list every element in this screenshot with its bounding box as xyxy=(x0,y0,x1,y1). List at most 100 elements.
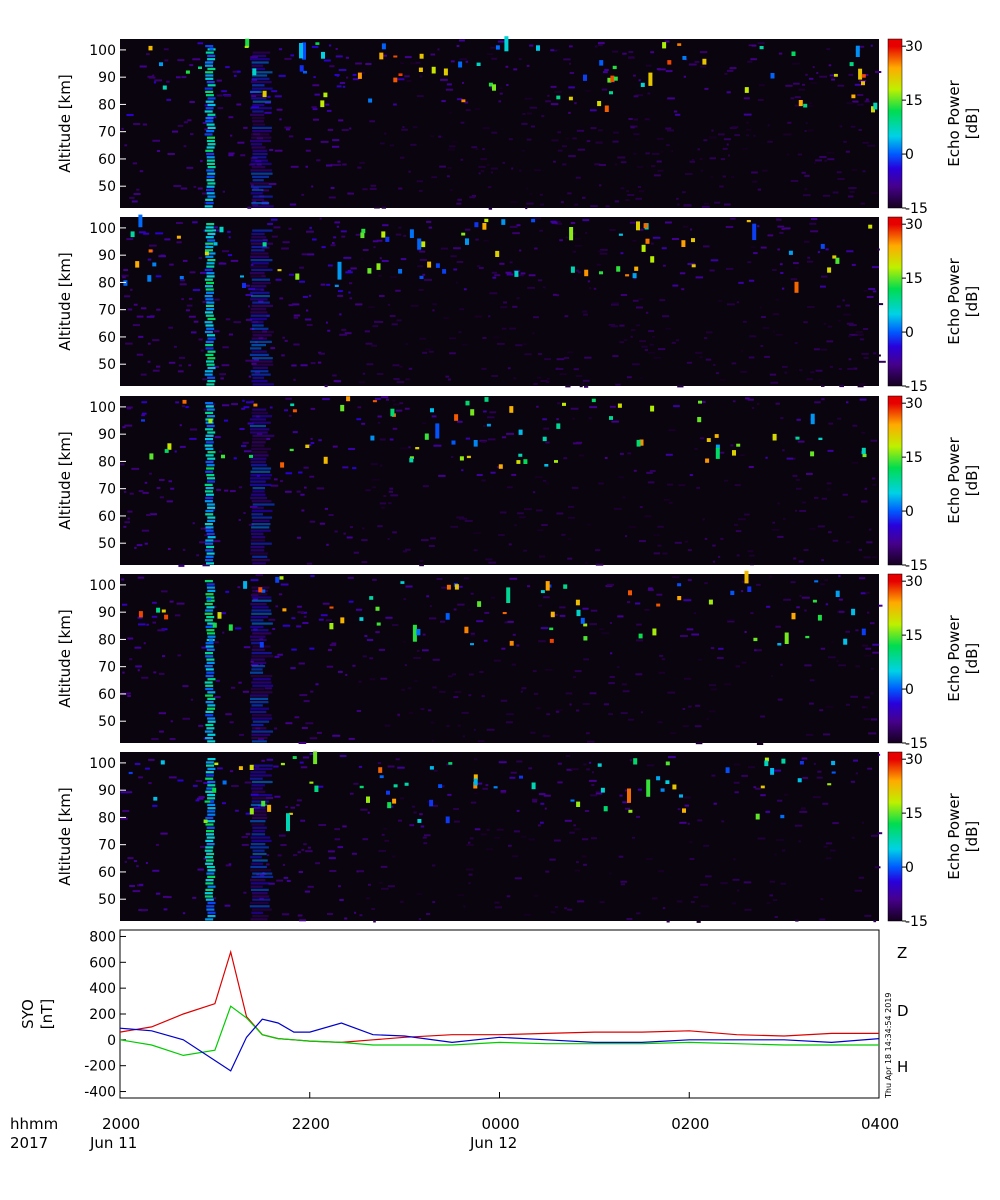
echo-band-cell xyxy=(206,833,214,836)
echo-cell xyxy=(582,703,590,705)
echo-cell xyxy=(317,731,322,734)
echo-cell xyxy=(201,192,209,195)
echo-cell xyxy=(532,670,537,673)
echo-cell xyxy=(807,129,814,132)
echo-cell xyxy=(552,293,557,296)
echo-cell xyxy=(636,166,644,168)
echo-cell xyxy=(858,548,862,551)
echo-cell xyxy=(426,595,430,598)
echo-cell xyxy=(538,640,546,643)
echo-band-cell xyxy=(251,523,271,526)
altitude-tick-label: 70 xyxy=(98,125,116,141)
echo-cell xyxy=(318,824,327,826)
echo-cell xyxy=(748,44,757,47)
echo-band-cell xyxy=(252,330,274,334)
echo-cell xyxy=(424,278,432,281)
echo-band-cell xyxy=(207,380,216,383)
echo-cell xyxy=(197,797,204,800)
echo-spot xyxy=(148,45,153,51)
echo-cell xyxy=(221,364,230,367)
echo-band-cell xyxy=(251,532,264,535)
echo-cell xyxy=(806,378,813,381)
echo-band-cell xyxy=(250,94,264,97)
echo-band-cell xyxy=(251,133,270,136)
echo-spot xyxy=(400,581,405,584)
echo-band-cell xyxy=(207,784,216,787)
echo-cell xyxy=(555,368,564,370)
echo-spot xyxy=(245,38,250,47)
echo-cell xyxy=(346,536,353,539)
echo-cell xyxy=(392,399,396,402)
echo-cell xyxy=(628,51,634,53)
echo-cell xyxy=(392,624,399,626)
echo-cell xyxy=(527,286,535,289)
echo-band-cell xyxy=(250,694,269,697)
echo-cell xyxy=(178,356,186,359)
echo-cell xyxy=(743,113,752,116)
echo-cell xyxy=(666,920,670,923)
echo-cell xyxy=(405,548,411,551)
echo-cell xyxy=(337,160,341,163)
echo-cell xyxy=(170,487,175,490)
echo-cell xyxy=(718,133,725,136)
echo-cell xyxy=(227,230,231,233)
echo-spot xyxy=(160,760,165,765)
echo-cell xyxy=(742,147,748,150)
echo-cell xyxy=(695,276,703,279)
echo-cell xyxy=(405,585,413,588)
echo-spot xyxy=(835,590,840,597)
echo-cell xyxy=(855,772,858,775)
echo-cell xyxy=(783,517,786,520)
echo-cell xyxy=(727,620,735,623)
echo-cell xyxy=(673,405,680,408)
echo-cell xyxy=(708,710,716,713)
echo-spot xyxy=(262,242,267,247)
echo-cell xyxy=(220,377,224,380)
echo-spot xyxy=(185,70,190,74)
echo-cell xyxy=(644,608,650,611)
echo-cell xyxy=(832,822,839,825)
echo-cell xyxy=(525,207,528,210)
echo-cell xyxy=(312,118,319,121)
echo-cell xyxy=(516,809,520,812)
echo-cell xyxy=(780,272,784,274)
echo-cell xyxy=(847,195,854,198)
echo-cell xyxy=(334,838,341,841)
echo-cell xyxy=(380,142,385,145)
echo-cell xyxy=(683,225,689,228)
echo-band-cell xyxy=(206,908,215,911)
echo-spot xyxy=(682,56,687,60)
colorbar-tick-label: 0 xyxy=(905,860,914,876)
echo-cell xyxy=(554,90,562,93)
echo-cell xyxy=(177,370,184,373)
echo-cell xyxy=(687,263,696,265)
echo-cell xyxy=(351,852,357,855)
echo-band-cell xyxy=(252,661,267,664)
echo-cell xyxy=(862,644,868,647)
echo-cell xyxy=(543,794,551,797)
echo-cell xyxy=(284,339,288,342)
echo-cell xyxy=(345,673,348,676)
echo-cell xyxy=(169,263,174,266)
echo-cell xyxy=(268,618,276,621)
echo-cell xyxy=(364,635,368,637)
echo-cell xyxy=(132,324,140,327)
echo-cell xyxy=(369,120,375,123)
echo-spot xyxy=(128,771,133,775)
echo-spot xyxy=(295,273,300,280)
echo-cell xyxy=(747,398,754,401)
echo-cell xyxy=(499,511,507,514)
echo-spot xyxy=(461,99,466,103)
echo-cell xyxy=(239,428,245,430)
echo-band-cell xyxy=(249,424,267,428)
echo-band-cell xyxy=(205,790,214,793)
echo-cell xyxy=(798,88,805,91)
echo-cell xyxy=(745,128,752,131)
echo-spot xyxy=(360,232,365,239)
echo-cell xyxy=(563,457,568,460)
echo-band-cell xyxy=(205,61,213,64)
echo-band-cell xyxy=(251,188,264,192)
echo-cell xyxy=(508,138,513,141)
